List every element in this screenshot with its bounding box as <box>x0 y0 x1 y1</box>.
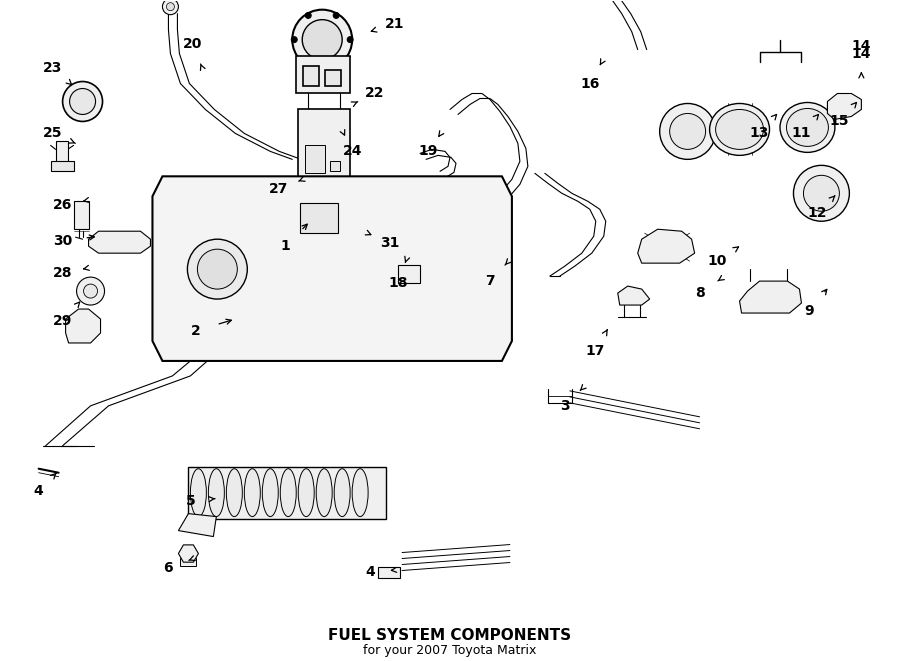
Text: 10: 10 <box>708 254 727 268</box>
Polygon shape <box>178 514 216 537</box>
Bar <box>301 204 338 233</box>
Polygon shape <box>152 176 512 361</box>
Ellipse shape <box>352 469 368 517</box>
Bar <box>296 56 350 93</box>
Circle shape <box>292 10 352 69</box>
Circle shape <box>302 20 342 59</box>
Ellipse shape <box>709 104 770 155</box>
Text: 4: 4 <box>365 566 375 580</box>
Text: 23: 23 <box>43 61 62 75</box>
Bar <box>301 191 348 201</box>
Text: 13: 13 <box>750 126 770 140</box>
Polygon shape <box>617 286 650 305</box>
Text: 8: 8 <box>695 286 705 300</box>
Circle shape <box>670 114 706 149</box>
Bar <box>56 141 68 163</box>
Circle shape <box>660 104 716 159</box>
Circle shape <box>76 277 104 305</box>
Ellipse shape <box>280 469 296 517</box>
Text: 18: 18 <box>388 276 408 290</box>
Circle shape <box>794 165 850 221</box>
Circle shape <box>187 239 248 299</box>
Bar <box>325 69 341 85</box>
Text: 14: 14 <box>851 38 871 53</box>
Bar <box>298 110 350 181</box>
Ellipse shape <box>787 108 828 146</box>
Polygon shape <box>66 309 101 343</box>
Text: 11: 11 <box>792 126 811 140</box>
Text: FUEL SYSTEM COMPONENTS: FUEL SYSTEM COMPONENTS <box>328 628 572 643</box>
Ellipse shape <box>226 469 242 517</box>
Bar <box>305 145 325 173</box>
Text: 29: 29 <box>53 314 72 328</box>
Circle shape <box>166 3 175 11</box>
Ellipse shape <box>298 469 314 517</box>
Ellipse shape <box>716 110 763 149</box>
Bar <box>180 557 196 566</box>
Polygon shape <box>827 93 861 120</box>
Text: 3: 3 <box>560 399 570 413</box>
Circle shape <box>197 249 238 289</box>
Text: 28: 28 <box>53 266 72 280</box>
Polygon shape <box>178 545 198 562</box>
Polygon shape <box>211 488 248 506</box>
Text: 22: 22 <box>365 87 385 100</box>
Ellipse shape <box>209 469 224 517</box>
Text: 25: 25 <box>43 126 62 140</box>
Text: 7: 7 <box>485 274 495 288</box>
Circle shape <box>69 89 95 114</box>
Ellipse shape <box>244 469 260 517</box>
Bar <box>74 201 88 229</box>
Bar <box>50 161 74 171</box>
Circle shape <box>63 81 103 122</box>
Circle shape <box>305 61 311 67</box>
Text: 19: 19 <box>418 144 437 159</box>
Text: 2: 2 <box>191 324 201 338</box>
Text: 4: 4 <box>34 484 43 498</box>
Text: 6: 6 <box>164 561 173 576</box>
Circle shape <box>162 0 178 15</box>
Text: 17: 17 <box>585 344 605 358</box>
Polygon shape <box>740 281 802 313</box>
Text: 27: 27 <box>268 182 288 196</box>
Polygon shape <box>88 231 150 253</box>
Polygon shape <box>346 233 368 256</box>
Text: 14: 14 <box>851 46 871 61</box>
Circle shape <box>804 175 840 212</box>
Ellipse shape <box>780 102 835 153</box>
Bar <box>305 233 343 261</box>
Text: 31: 31 <box>381 236 400 250</box>
Text: 12: 12 <box>807 206 827 220</box>
Text: 30: 30 <box>53 234 72 248</box>
Text: for your 2007 Toyota Matrix: for your 2007 Toyota Matrix <box>364 644 536 657</box>
Circle shape <box>292 36 297 42</box>
Circle shape <box>333 13 339 19</box>
Circle shape <box>347 36 353 42</box>
Circle shape <box>84 284 97 298</box>
Text: 1: 1 <box>281 239 290 253</box>
Text: 26: 26 <box>53 198 72 212</box>
Text: 5: 5 <box>185 494 195 508</box>
Text: 9: 9 <box>805 304 814 318</box>
Text: 20: 20 <box>183 36 202 51</box>
Polygon shape <box>638 229 695 263</box>
Circle shape <box>305 13 311 19</box>
Bar <box>398 265 420 283</box>
Ellipse shape <box>262 469 278 517</box>
Text: 24: 24 <box>342 144 362 159</box>
Bar <box>188 467 386 519</box>
Circle shape <box>333 61 339 67</box>
Bar <box>308 193 338 221</box>
Text: 16: 16 <box>580 77 599 91</box>
Text: 15: 15 <box>830 114 849 128</box>
Ellipse shape <box>316 469 332 517</box>
Bar <box>378 566 400 578</box>
Ellipse shape <box>334 469 350 517</box>
Bar <box>303 65 320 85</box>
Text: 21: 21 <box>385 17 405 30</box>
Ellipse shape <box>191 469 206 517</box>
Bar <box>330 161 340 171</box>
